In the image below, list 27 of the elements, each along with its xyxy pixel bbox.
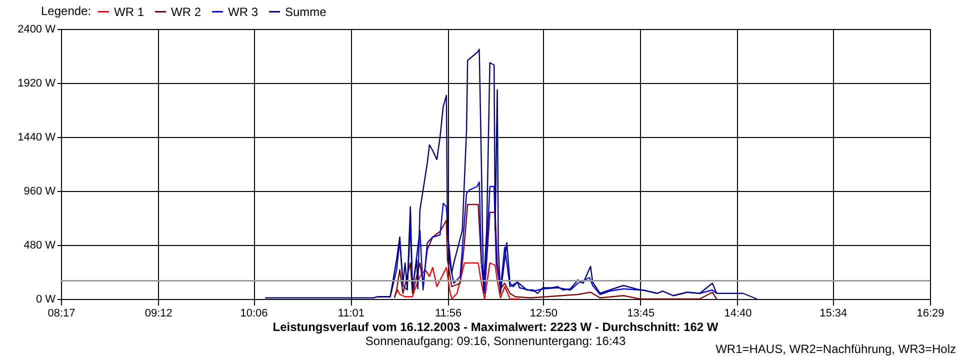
x-tick-label: 10:06 <box>240 308 268 320</box>
y-tick-label: 1920 W <box>18 78 56 90</box>
x-tick-label: 13:45 <box>627 308 655 320</box>
x-tick-label: 16:29 <box>916 308 944 320</box>
y-tick-label: 960 W <box>24 186 56 198</box>
legend-label: WR 3 <box>228 4 258 19</box>
y-tick-label: 0 W <box>36 294 56 306</box>
x-tick-label: 14:40 <box>724 308 752 320</box>
y-tick-label: 2400 W <box>18 24 56 36</box>
legend-title: Legende: <box>41 4 92 18</box>
x-tick-label: 15:34 <box>820 308 848 320</box>
x-tick-label: 11:56 <box>434 308 462 320</box>
x-tick-label: 12:50 <box>530 308 558 320</box>
text: Sonnenaufgang: 09:16, Sonnenuntergang: 16:43 <box>365 334 626 348</box>
y-tick-label: 1440 W <box>18 132 56 144</box>
x-tick-label: 09:12 <box>144 308 172 320</box>
legend-label: WR 2 <box>171 4 202 19</box>
y-tick-label: 480 W <box>24 240 56 252</box>
line-series <box>394 262 520 300</box>
legend-label: WR 1 <box>114 4 144 19</box>
x-tick-label: 11:01 <box>338 308 365 320</box>
line-series <box>394 204 718 300</box>
line-series <box>264 48 758 300</box>
text: WR1=HAUS, WR2=Nachführung, WR3=Holz <box>716 342 956 356</box>
text: Leistungsverlauf vom 16.12.2003 - Maximalwert: 2223 W - Durchschnitt: 162 W <box>272 320 719 334</box>
x-tick-label: 08:17 <box>48 308 76 320</box>
legend-label: Summe <box>285 4 327 19</box>
